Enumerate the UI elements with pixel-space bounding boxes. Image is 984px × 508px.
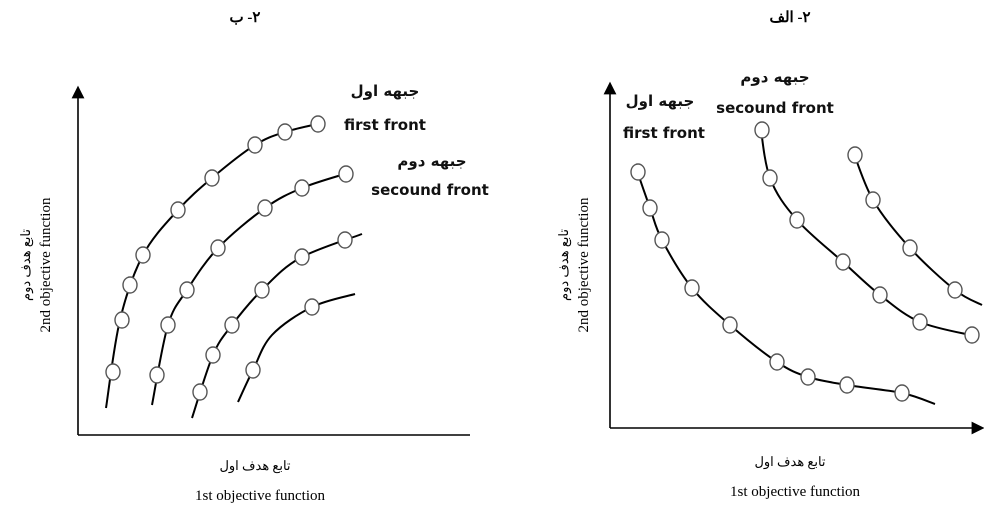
solution-point: [247, 136, 263, 154]
solution-point: [122, 276, 138, 294]
solution-point: [135, 246, 151, 264]
front-curve: [237, 293, 356, 403]
front-label-en: secound front: [371, 181, 489, 199]
solution-point: [847, 146, 863, 164]
x-label-fa: تابع هدف اول: [754, 454, 825, 470]
solution-point: [872, 286, 888, 304]
front-curve: [759, 121, 976, 337]
y-label-en: 2nd objective function: [576, 197, 592, 332]
solution-point: [160, 316, 176, 334]
solution-point: [149, 366, 165, 384]
solution-point: [902, 239, 918, 257]
front-curve: [191, 233, 363, 419]
solution-point: [754, 121, 770, 139]
solution-point: [245, 361, 261, 379]
solution-point: [114, 311, 130, 329]
solution-point: [310, 115, 326, 133]
solution-point: [654, 231, 670, 249]
solution-point: [304, 298, 320, 316]
solution-point: [210, 239, 226, 257]
front-label-en: secound front: [716, 99, 834, 117]
solution-point: [254, 281, 270, 299]
solution-point: [912, 313, 928, 331]
solution-point: [338, 165, 354, 183]
solution-point: [224, 316, 240, 334]
solution-point: [179, 281, 195, 299]
solution-point: [192, 383, 208, 401]
solution-point: [865, 191, 881, 209]
x-label-en: 1st objective function: [195, 488, 325, 504]
panel-title: ۲- ب: [230, 10, 261, 26]
x-label-fa: تابع هدف اول: [219, 458, 290, 474]
front-label-fa: جبهه دوم: [740, 68, 809, 86]
solution-point: [839, 376, 855, 394]
solution-point: [170, 201, 186, 219]
solution-point: [964, 326, 980, 344]
panel-b: ۲- ب تابع هدف دوم 2nd objective function…: [18, 10, 489, 504]
solution-point: [947, 281, 963, 299]
solution-point: [762, 169, 778, 187]
solution-point: [835, 253, 851, 271]
front-label-fa: جبهه اول: [351, 82, 420, 100]
front-curve: [634, 164, 936, 405]
x-label-en: 1st objective function: [730, 484, 860, 500]
solution-point: [337, 231, 353, 249]
solution-point: [630, 163, 646, 181]
panel-a: ۲- الف تابع هدف دوم 2nd objective functi…: [556, 10, 984, 500]
front-label-en: first front: [344, 116, 426, 134]
panel-title: ۲- الف: [769, 10, 810, 26]
y-label-fa: تابع هدف دوم: [18, 229, 34, 301]
solution-point: [642, 199, 658, 217]
solution-point: [769, 353, 785, 371]
front-curve: [851, 147, 983, 306]
solution-point: [294, 248, 310, 266]
solution-point: [684, 279, 700, 297]
front-label-en: first front: [623, 124, 705, 142]
front-label-fa: جبهه دوم: [397, 152, 466, 170]
solution-point: [205, 346, 221, 364]
y-label-en: 2nd objective function: [38, 197, 54, 332]
y-label-fa: تابع هدف دوم: [556, 229, 572, 301]
solution-point: [105, 363, 121, 381]
solution-point: [789, 211, 805, 229]
front-label-fa: جبهه اول: [626, 92, 695, 110]
solution-point: [894, 384, 910, 402]
solution-point: [800, 368, 816, 386]
solution-point: [257, 199, 273, 217]
solution-point: [204, 169, 220, 187]
solution-point: [722, 316, 738, 334]
solution-point: [277, 123, 293, 141]
solution-point: [294, 179, 310, 197]
